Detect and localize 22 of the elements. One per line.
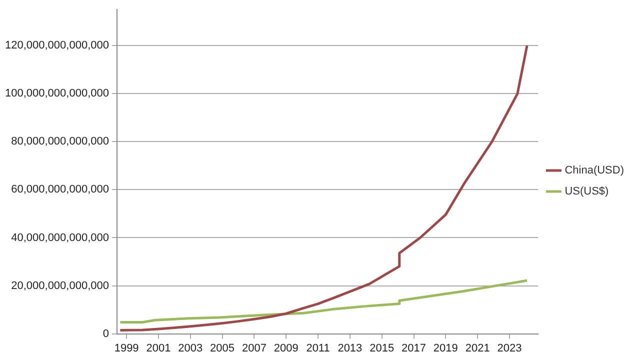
x-tick-label: 2015	[370, 342, 394, 354]
x-tick-label: 2011	[306, 342, 330, 354]
x-tick-label: 2023	[497, 342, 522, 354]
y-tick-label: 100,000,000,000,000	[4, 88, 109, 100]
y-tick-label: 20,000,000,000,000	[11, 280, 109, 292]
x-tick-label: 2009	[274, 342, 298, 354]
x-tick-label: 2005	[210, 342, 235, 354]
x-tick-label: 2007	[242, 342, 266, 354]
x-tick-label: 2001	[146, 342, 171, 354]
legend-label: China(USD)	[564, 164, 624, 177]
x-tick-label: 2013	[338, 342, 362, 354]
x-tick-label: 2003	[178, 342, 203, 354]
x-tick-label: 2019	[433, 342, 458, 354]
x-tick-label: 2017	[402, 342, 426, 354]
x-tick-label: 2021	[465, 342, 490, 354]
legend-label: US(US$)	[564, 186, 609, 198]
y-tick-label: 60,000,000,000,000	[11, 184, 109, 196]
y-tick-label: 120,000,000,000,000	[4, 40, 109, 52]
y-tick-label: 0	[102, 328, 109, 340]
x-tick-label: 1999	[114, 342, 139, 354]
y-tick-label: 40,000,000,000,000	[11, 232, 109, 244]
y-tick-label: 80,000,000,000,000	[11, 136, 109, 148]
